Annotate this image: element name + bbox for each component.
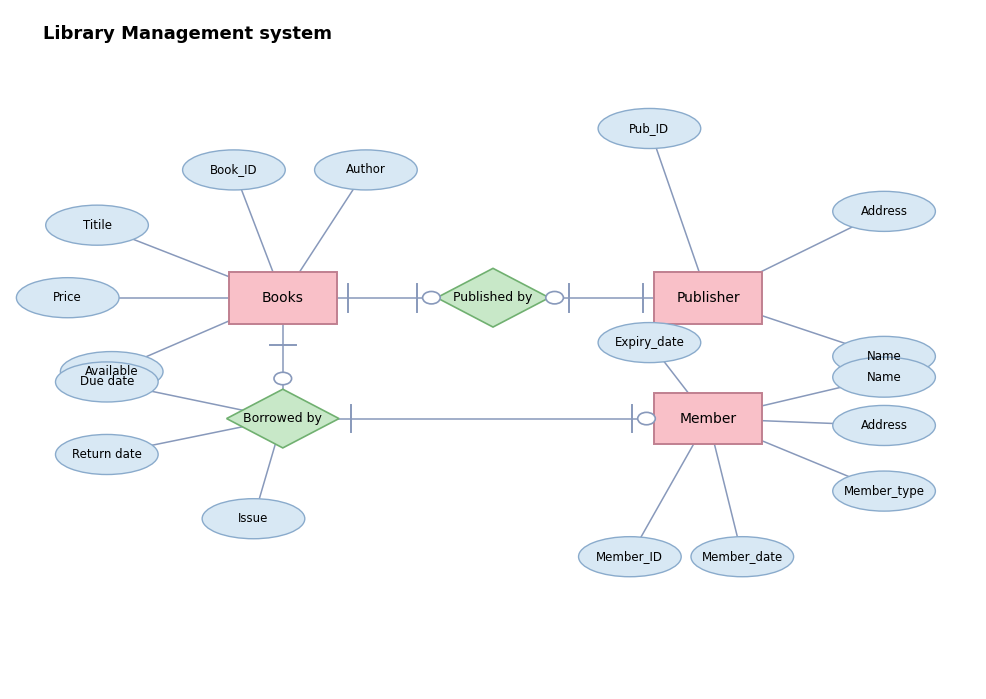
FancyBboxPatch shape: [655, 393, 762, 445]
Polygon shape: [227, 389, 339, 448]
Ellipse shape: [55, 362, 158, 402]
Text: Member_type: Member_type: [844, 484, 925, 498]
Text: Address: Address: [861, 419, 907, 432]
Ellipse shape: [182, 150, 285, 190]
Text: Name: Name: [867, 350, 901, 363]
Ellipse shape: [691, 537, 794, 577]
Text: Due date: Due date: [80, 375, 134, 389]
Ellipse shape: [315, 150, 417, 190]
Ellipse shape: [55, 435, 158, 475]
FancyBboxPatch shape: [655, 272, 762, 324]
Text: Name: Name: [867, 370, 901, 384]
Ellipse shape: [60, 352, 163, 391]
Ellipse shape: [833, 192, 936, 231]
Text: Published by: Published by: [454, 291, 532, 304]
Circle shape: [638, 412, 656, 425]
Text: Member: Member: [679, 412, 737, 426]
Circle shape: [546, 291, 563, 304]
Ellipse shape: [599, 108, 701, 148]
Text: Titile: Titile: [83, 219, 111, 231]
Ellipse shape: [579, 537, 681, 577]
Text: Available: Available: [85, 365, 138, 378]
Text: Address: Address: [861, 205, 907, 218]
Text: Pub_ID: Pub_ID: [629, 122, 669, 135]
Text: Borrowed by: Borrowed by: [244, 412, 322, 425]
Text: Return date: Return date: [72, 448, 142, 461]
Text: Issue: Issue: [239, 512, 268, 525]
Ellipse shape: [17, 278, 119, 318]
Ellipse shape: [599, 322, 701, 363]
Circle shape: [274, 373, 292, 384]
FancyBboxPatch shape: [229, 272, 336, 324]
Ellipse shape: [833, 357, 936, 397]
Ellipse shape: [833, 336, 936, 377]
Ellipse shape: [202, 498, 305, 539]
Text: Member_date: Member_date: [702, 550, 783, 563]
Text: Price: Price: [53, 291, 82, 304]
Text: Book_ID: Book_ID: [210, 164, 257, 176]
Text: Books: Books: [262, 291, 304, 305]
Text: Author: Author: [346, 164, 386, 176]
Text: Expiry_date: Expiry_date: [614, 336, 684, 349]
Text: Member_ID: Member_ID: [597, 550, 664, 563]
Circle shape: [423, 291, 440, 304]
Ellipse shape: [833, 405, 936, 445]
Ellipse shape: [833, 471, 936, 511]
Polygon shape: [437, 268, 549, 327]
Ellipse shape: [45, 205, 148, 245]
Text: Publisher: Publisher: [676, 291, 740, 305]
Text: Library Management system: Library Management system: [43, 25, 332, 43]
